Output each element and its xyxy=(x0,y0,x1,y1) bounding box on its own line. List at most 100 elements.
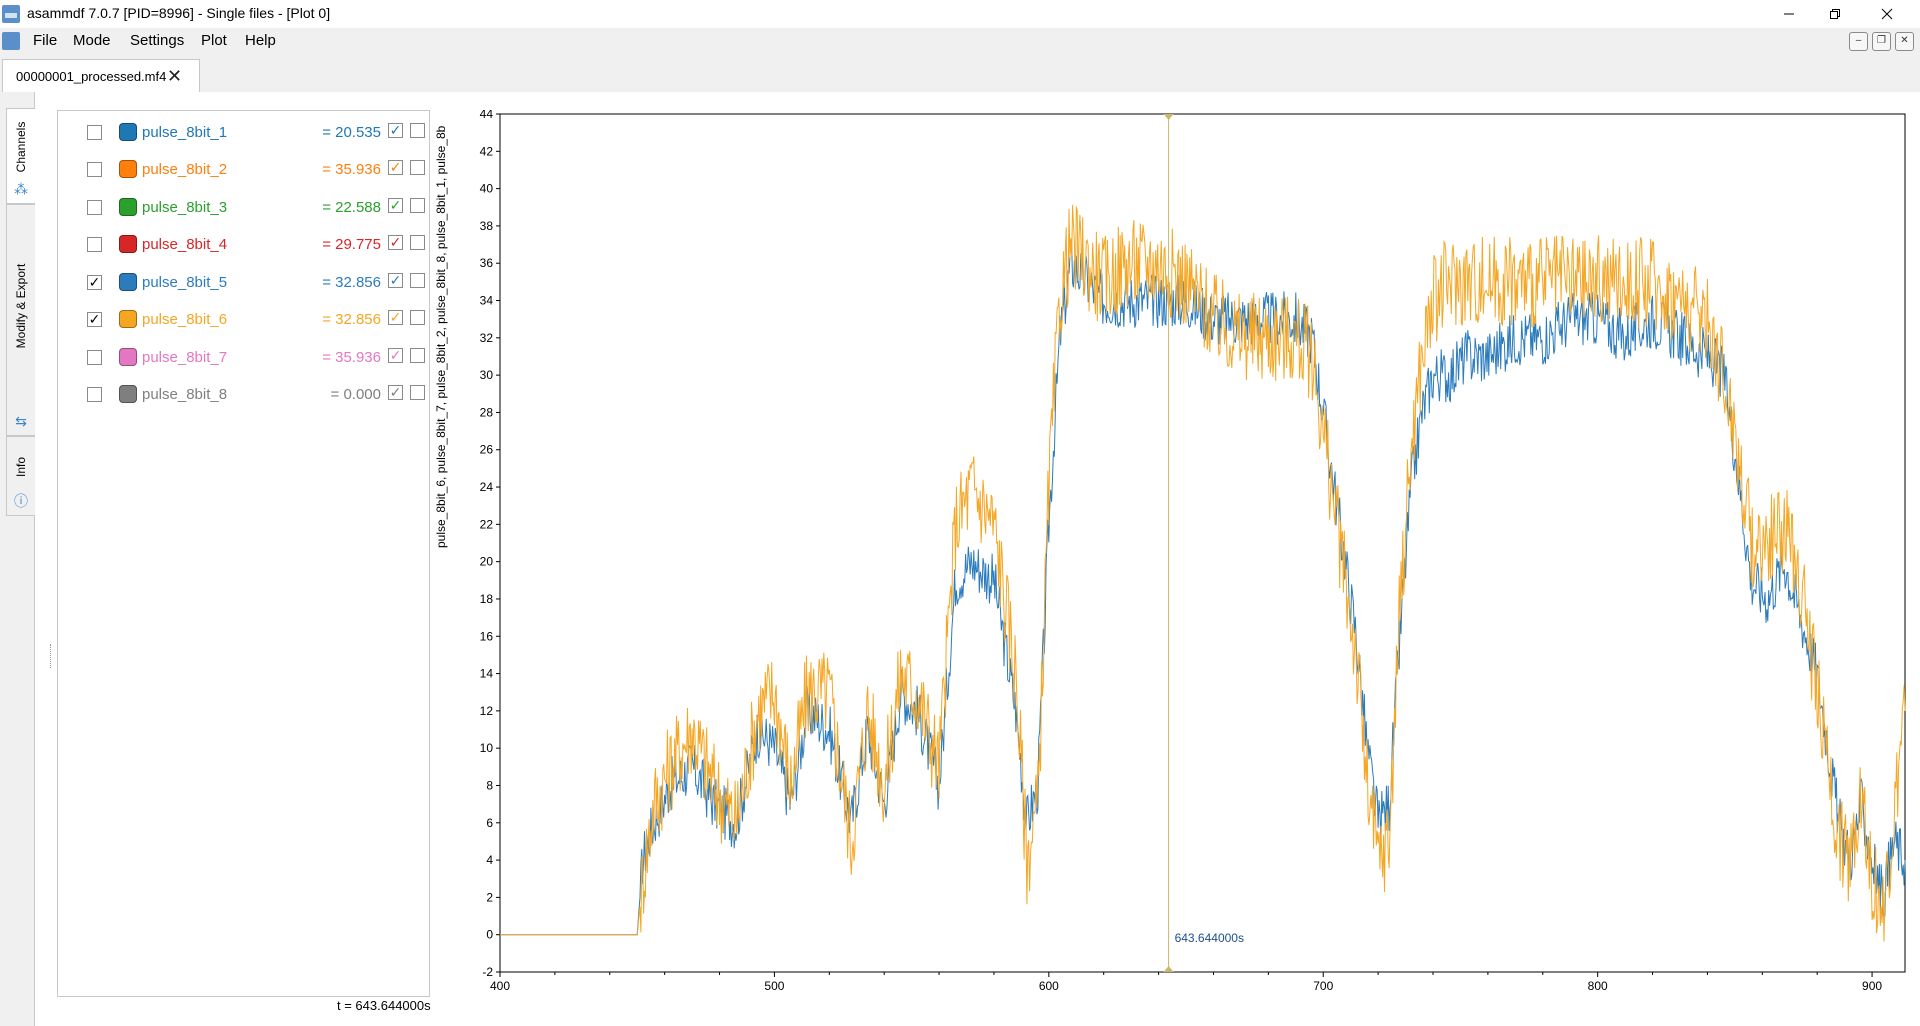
channel-enable-checkbox[interactable] xyxy=(87,162,102,177)
cursor-marker-bottom xyxy=(1163,966,1174,972)
mdi-close-button[interactable]: ✕ xyxy=(1895,32,1914,51)
window-title: asammdf 7.0.7 [PID=8996] - Single files … xyxy=(27,5,331,21)
tab-info[interactable]: Info ⓘ xyxy=(6,436,35,516)
document-icon xyxy=(2,32,20,50)
x-tick-label: 400 xyxy=(490,979,510,993)
channel-name: pulse_8bit_3 xyxy=(142,199,228,216)
channel-enable-checkbox[interactable]: ✓ xyxy=(87,274,102,290)
y-tick-label: 4 xyxy=(486,853,493,867)
channel-color-swatch[interactable] xyxy=(119,273,137,291)
channel-axis-checkbox[interactable] xyxy=(410,310,425,325)
restore-icon: ❐ xyxy=(1877,35,1886,46)
channel-enable-checkbox[interactable] xyxy=(87,200,102,215)
tab-modify-export[interactable]: Modify & Export ⇆ xyxy=(6,204,35,436)
channel-name: pulse_8bit_1 xyxy=(142,124,228,141)
y-tick-label: 28 xyxy=(480,405,494,419)
channel-row[interactable]: pulse_8bit_2 = 35.936 ✓ xyxy=(58,154,429,184)
channel-individual-axis-checkbox[interactable]: ✓ xyxy=(388,347,403,363)
plot-area[interactable]: -2 0 2 4 6 8 10 12 14 16 18 20 22 24 26 28 30 32 34 36 38 40 4… xyxy=(435,107,1920,998)
channel-row[interactable]: ✓ pulse_8bit_6 = 32.856 ✓ xyxy=(58,304,429,334)
y-tick-label: 12 xyxy=(480,704,494,718)
x-tick-label: 500 xyxy=(764,979,784,993)
menu-help[interactable]: Help xyxy=(245,32,276,49)
y-tick-label: 40 xyxy=(480,182,494,196)
channel-color-swatch[interactable] xyxy=(119,198,137,216)
modify-export-icon: ⇆ xyxy=(15,413,27,429)
channel-axis-checkbox[interactable] xyxy=(410,123,425,138)
plot-canvas[interactable]: -202468101214161820222426283032343638404… xyxy=(435,107,1920,998)
channels-icon: ⁂ xyxy=(14,181,28,197)
channel-axis-checkbox[interactable] xyxy=(410,235,425,250)
y-tick-label: 10 xyxy=(480,741,494,755)
minimize-icon: – xyxy=(1855,35,1862,46)
channel-individual-axis-checkbox[interactable]: ✓ xyxy=(388,272,403,288)
channel-individual-axis-checkbox[interactable]: ✓ xyxy=(388,122,403,138)
channel-individual-axis-checkbox[interactable]: ✓ xyxy=(388,309,403,325)
channel-row[interactable]: ✓ pulse_8bit_5 = 32.856 ✓ xyxy=(58,267,429,297)
title-bar: asammdf 7.0.7 [PID=8996] - Single files … xyxy=(0,0,1920,28)
channel-row[interactable]: pulse_8bit_7 = 35.936 ✓ xyxy=(58,342,429,372)
tab-close-icon[interactable]: ✕ xyxy=(167,66,183,86)
channel-axis-checkbox[interactable] xyxy=(410,348,425,363)
y-tick-label: 44 xyxy=(480,110,494,121)
channel-enable-checkbox[interactable] xyxy=(87,237,102,252)
x-tick-label: 700 xyxy=(1313,979,1333,993)
minimize-button[interactable] xyxy=(1766,0,1812,28)
y-tick-label: 42 xyxy=(480,144,494,158)
channel-individual-axis-checkbox[interactable]: ✓ xyxy=(388,384,403,400)
channel-individual-axis-checkbox[interactable]: ✓ xyxy=(388,159,403,175)
channel-enable-checkbox[interactable] xyxy=(87,350,102,365)
channel-enable-checkbox[interactable] xyxy=(87,125,102,140)
channel-individual-axis-checkbox[interactable]: ✓ xyxy=(388,234,403,250)
minimize-icon xyxy=(1784,13,1794,15)
series-line-pulse_8bit_6 xyxy=(500,204,1906,942)
channel-color-swatch[interactable] xyxy=(119,235,137,253)
y-tick-label: 0 xyxy=(486,928,493,942)
channel-axis-checkbox[interactable] xyxy=(410,273,425,288)
channel-row[interactable]: pulse_8bit_8 = 0.000 ✓ xyxy=(58,379,429,409)
mdi-minimize-button[interactable]: – xyxy=(1849,32,1868,51)
y-tick-label: 32 xyxy=(480,331,494,345)
cursor-label: 643.644000s xyxy=(1175,931,1244,945)
menu-settings[interactable]: Settings xyxy=(130,32,185,49)
channel-axis-checkbox[interactable] xyxy=(410,385,425,400)
channel-name: pulse_8bit_6 xyxy=(142,311,228,328)
menu-plot[interactable]: Plot xyxy=(201,32,227,49)
channel-row[interactable]: pulse_8bit_1 = 20.535 ✓ xyxy=(58,117,429,147)
channel-value: = 32.856 xyxy=(322,274,381,291)
channel-color-swatch[interactable] xyxy=(119,123,137,141)
channel-enable-checkbox[interactable] xyxy=(87,387,102,402)
tab-channels[interactable]: Channels ⁂ xyxy=(6,108,35,204)
channel-color-swatch[interactable] xyxy=(119,160,137,178)
channel-axis-checkbox[interactable] xyxy=(410,198,425,213)
channel-name: pulse_8bit_8 xyxy=(142,386,228,403)
x-tick-label: 800 xyxy=(1588,979,1608,993)
channel-value: = 35.936 xyxy=(322,161,381,178)
channel-row[interactable]: pulse_8bit_3 = 22.588 ✓ xyxy=(58,192,429,222)
channel-value: = 35.936 xyxy=(322,349,381,366)
y-tick-label: 2 xyxy=(486,890,493,904)
channel-axis-checkbox[interactable] xyxy=(410,160,425,175)
mdi-restore-button[interactable]: ❐ xyxy=(1872,32,1891,51)
restore-button[interactable] xyxy=(1812,0,1858,28)
close-icon: ✕ xyxy=(1900,35,1909,46)
menu-file[interactable]: File xyxy=(33,32,58,49)
splitter-handle[interactable] xyxy=(50,644,54,668)
time-readout: t = 643.644000s xyxy=(337,998,431,1013)
file-tab[interactable]: 00000001_processed.mf4 ✕ xyxy=(2,59,200,93)
channel-color-swatch[interactable] xyxy=(119,385,137,403)
y-tick-label: 24 xyxy=(480,480,494,494)
file-tab-strip: 00000001_processed.mf4 ✕ xyxy=(0,54,1920,93)
channel-enable-checkbox[interactable]: ✓ xyxy=(87,311,102,327)
y-tick-label: 18 xyxy=(480,592,494,606)
channel-individual-axis-checkbox[interactable]: ✓ xyxy=(388,197,403,213)
y-tick-label: 38 xyxy=(480,219,494,233)
tab-modify-export-label: Modify & Export xyxy=(14,263,28,349)
channel-color-swatch[interactable] xyxy=(119,310,137,328)
channel-color-swatch[interactable] xyxy=(119,348,137,366)
close-button[interactable] xyxy=(1864,0,1910,28)
menu-mode[interactable]: Mode xyxy=(73,32,111,49)
channel-row[interactable]: pulse_8bit_4 = 29.775 ✓ xyxy=(58,229,429,259)
y-tick-label: 8 xyxy=(486,778,493,792)
channel-list: pulse_8bit_1 = 20.535 ✓ pulse_8bit_2 = 3… xyxy=(57,110,430,997)
